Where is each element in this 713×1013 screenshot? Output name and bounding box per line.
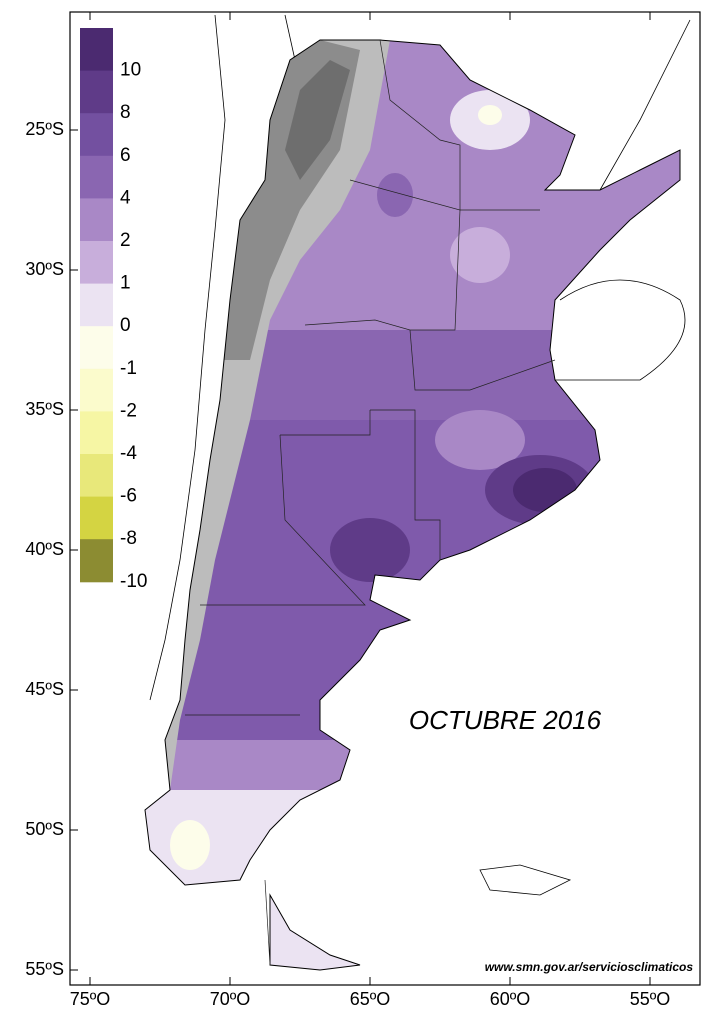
legend-swatch bbox=[80, 369, 113, 412]
map-figure: OCTUBRE 2016 www.smn.gov.ar/servicioscli… bbox=[0, 0, 713, 1013]
legend-label: 4 bbox=[120, 187, 131, 208]
y-tick-label: 55ºS bbox=[25, 959, 64, 979]
legend-swatch bbox=[80, 284, 113, 327]
x-tick-label: 75ºO bbox=[70, 989, 111, 1009]
page: {"title": "OCTUBRE 2016", "source": "www… bbox=[0, 0, 713, 1013]
legend-swatch bbox=[80, 113, 113, 156]
x-tick-label: 55ºO bbox=[630, 989, 671, 1009]
y-tick-label: 40ºS bbox=[25, 539, 64, 559]
legend-swatch bbox=[80, 411, 113, 454]
legend-label: -1 bbox=[120, 358, 137, 379]
legend-swatch bbox=[80, 326, 113, 369]
legend-label: -4 bbox=[120, 443, 137, 464]
legend-label: 0 bbox=[120, 315, 131, 336]
map-title: OCTUBRE 2016 bbox=[409, 705, 602, 735]
legend-swatch bbox=[80, 454, 113, 497]
legend-swatch bbox=[80, 28, 113, 71]
y-tick-label: 25ºS bbox=[25, 119, 64, 139]
legend-label: -8 bbox=[120, 528, 137, 549]
legend-swatch bbox=[80, 241, 113, 284]
legend-label: 6 bbox=[120, 145, 131, 166]
legend-label: 10 bbox=[120, 60, 141, 81]
legend-swatch bbox=[80, 198, 113, 241]
x-tick-label: 65ºO bbox=[350, 989, 391, 1009]
source-url: www.smn.gov.ar/serviciosclimaticos bbox=[485, 960, 694, 974]
legend-label: 8 bbox=[120, 102, 131, 123]
x-tick-label: 70ºO bbox=[210, 989, 251, 1009]
legend-label: -2 bbox=[120, 400, 137, 421]
legend-label: 1 bbox=[120, 273, 131, 294]
legend-swatch bbox=[80, 539, 113, 582]
legend-swatch bbox=[80, 156, 113, 199]
legend-label: -6 bbox=[120, 486, 137, 507]
legend-swatch bbox=[80, 71, 113, 114]
y-tick-label: 30ºS bbox=[25, 259, 64, 279]
legend-swatch bbox=[80, 497, 113, 540]
y-tick-label: 35ºS bbox=[25, 399, 64, 419]
y-tick-label: 45ºS bbox=[25, 679, 64, 699]
legend-label: -10 bbox=[120, 571, 147, 592]
x-tick-label: 60ºO bbox=[490, 989, 531, 1009]
y-tick-label: 50ºS bbox=[25, 819, 64, 839]
legend-label: 2 bbox=[120, 230, 131, 251]
